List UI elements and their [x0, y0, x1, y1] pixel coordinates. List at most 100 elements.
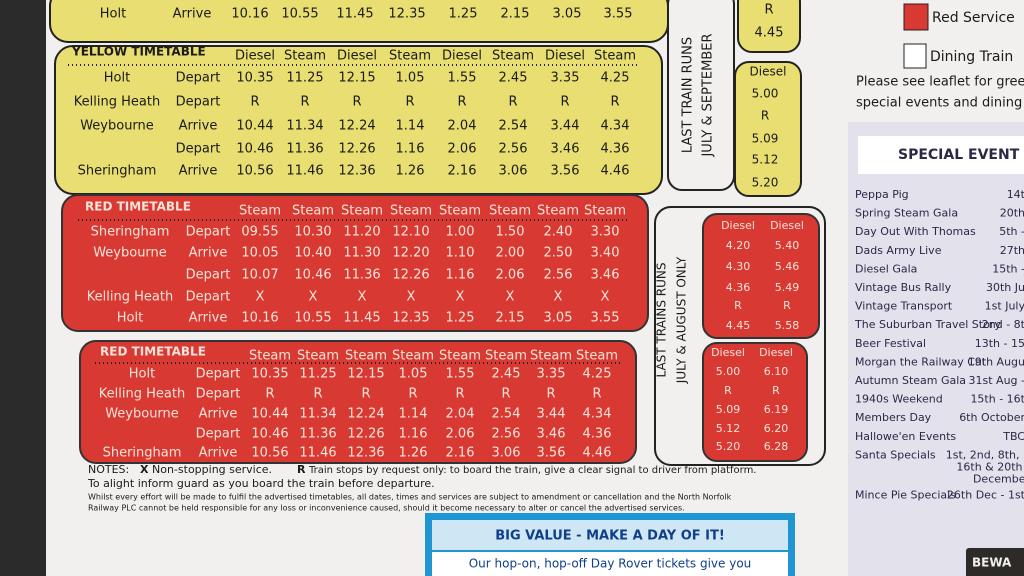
- time: 11.25: [299, 367, 336, 382]
- last-top-box: [737, 0, 801, 53]
- time: 2.06: [496, 268, 525, 283]
- time: 11.45: [343, 311, 380, 326]
- time: 12.15: [338, 71, 375, 86]
- column-header: Diesel: [545, 49, 585, 64]
- event-name: Diesel Gala: [855, 262, 917, 275]
- time: 1.55: [448, 71, 477, 86]
- time: R: [508, 95, 517, 110]
- time: 2.54: [499, 119, 528, 134]
- time: 2.50: [544, 246, 573, 261]
- time: 2.45: [499, 71, 528, 86]
- time: 1.16: [446, 268, 475, 283]
- promo-title: BIG VALUE - MAKE A DAY OF IT!: [495, 529, 725, 544]
- time: X: [554, 290, 563, 305]
- time: 12.26: [392, 268, 429, 283]
- time: 2.15: [501, 7, 530, 22]
- time: 4.46: [601, 164, 630, 179]
- event-date: 1st July: [985, 300, 1024, 313]
- event: Depart: [196, 367, 241, 382]
- time: 3.35: [537, 367, 566, 382]
- red-box-1: [61, 194, 649, 332]
- time: 2.06: [448, 142, 477, 157]
- notes-key: X: [140, 463, 149, 476]
- column-header: Diesel: [770, 219, 804, 232]
- time: 11.20: [343, 225, 380, 240]
- station: Holt: [117, 311, 143, 326]
- time: 4.36: [726, 281, 751, 294]
- column-header: Steam: [284, 49, 326, 64]
- last-red-box-1: [702, 213, 820, 339]
- time: 10.05: [241, 246, 278, 261]
- time: 09.55: [241, 225, 278, 240]
- time: R: [592, 387, 601, 402]
- time: 4.46: [583, 446, 612, 461]
- notes-text: To alight inform guard as you board the …: [87, 477, 435, 490]
- column-header: Steam: [249, 349, 291, 364]
- station: Weybourne: [105, 407, 179, 422]
- event-date: 2nd - 8t: [982, 318, 1024, 331]
- event-date: 27th: [1000, 244, 1024, 257]
- time: 11.46: [286, 164, 323, 179]
- promo-text-band: [432, 552, 788, 576]
- time: 3.46: [551, 142, 580, 157]
- time: 4.34: [583, 407, 612, 422]
- event-date: 13th - 15: [975, 337, 1024, 350]
- time: 12.24: [338, 119, 375, 134]
- time: 10.55: [281, 7, 318, 22]
- time: 3.30: [591, 225, 620, 240]
- time: 3.05: [544, 311, 573, 326]
- time: 10.46: [294, 268, 331, 283]
- event: Arrive: [199, 446, 238, 461]
- last-trains-frame: [654, 206, 826, 466]
- time: 11.34: [299, 407, 336, 422]
- station: Holt: [104, 71, 130, 86]
- column-header: Diesel: [750, 65, 787, 79]
- disclaimer: Whilst every effort will be made to fulf…: [88, 493, 732, 502]
- time: 10.30: [294, 225, 331, 240]
- notes-text: Non-stopping service.: [152, 463, 272, 476]
- station: Holt: [129, 367, 155, 382]
- event: Arrive: [189, 311, 228, 326]
- time: 3.05: [553, 7, 582, 22]
- time: X: [407, 290, 416, 305]
- event-name: Vintage Bus Rally: [855, 281, 952, 294]
- time: R: [457, 95, 466, 110]
- time: 2.54: [492, 407, 521, 422]
- station: Kelling Heath: [74, 95, 160, 110]
- time: 3.35: [551, 71, 580, 86]
- time: R: [300, 95, 309, 110]
- column-header: Steam: [576, 349, 618, 364]
- column-header: Steam: [341, 204, 383, 219]
- station: Weybourne: [93, 246, 167, 261]
- event: Arrive: [189, 246, 228, 261]
- event-name: Hallowe'en Events: [855, 430, 956, 443]
- time: 2.56: [544, 268, 573, 283]
- column-header: Steam: [239, 204, 281, 219]
- time: 10.16: [241, 311, 278, 326]
- time: 10.35: [236, 71, 273, 86]
- column-header: Steam: [439, 349, 481, 364]
- time: 1.55: [446, 367, 475, 382]
- event-date: 31st Aug -: [969, 374, 1024, 387]
- time: 11.36: [343, 268, 380, 283]
- time: 12.35: [392, 311, 429, 326]
- sign-plate: [966, 548, 1024, 576]
- event-date: 15th - 16t: [970, 393, 1024, 406]
- time: 2.06: [446, 427, 475, 442]
- time: R: [501, 387, 510, 402]
- column-header: Steam: [485, 349, 527, 364]
- column-header: Steam: [594, 49, 636, 64]
- time: 3.40: [591, 246, 620, 261]
- time: 1.05: [399, 367, 428, 382]
- time: 10.56: [251, 446, 288, 461]
- event-name: Santa Specials: [855, 448, 936, 461]
- event: Arrive: [199, 407, 238, 422]
- event: Depart: [176, 95, 221, 110]
- vertical-label: LAST TRAINS RUNS: [655, 263, 669, 378]
- notes-text: Train stops by request only: to board th…: [308, 465, 757, 476]
- time: R: [610, 95, 619, 110]
- event-name: Dads Army Live: [855, 244, 942, 257]
- time: R: [783, 299, 791, 312]
- event-date: 6th October: [959, 411, 1024, 424]
- time: 11.36: [286, 142, 323, 157]
